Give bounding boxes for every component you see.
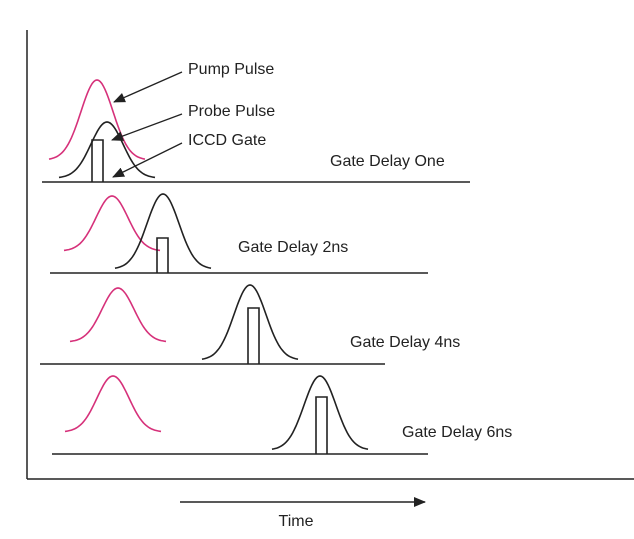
pointer-arrow: [111, 113, 183, 141]
row-label: Gate Delay One: [330, 153, 445, 170]
pump-pulse: [63, 195, 161, 252]
pump-pulse: [48, 79, 146, 160]
probe-pulse: [201, 284, 299, 360]
pump-pulse: [64, 375, 162, 433]
row-label: Gate Delay 4ns: [350, 334, 460, 351]
gate-label: ICCD Gate: [188, 132, 266, 149]
probe-label: Probe Pulse: [188, 103, 275, 120]
shapes: [40, 79, 470, 455]
gate-pulse: [315, 396, 328, 454]
probe-pulse: [114, 193, 212, 269]
pump-label: Pump Pulse: [188, 61, 274, 78]
gate-pulse: [156, 237, 169, 273]
pointer-arrow: [112, 142, 183, 178]
gate-pulse: [91, 139, 104, 182]
axis-label: Time: [279, 513, 314, 530]
row-label: Gate Delay 2ns: [238, 239, 348, 256]
pump-pulse: [69, 287, 167, 343]
row-label: Gate Delay 6ns: [402, 424, 512, 441]
pointer-arrow: [113, 71, 183, 103]
gate-pulse: [247, 307, 260, 364]
probe-pulse: [58, 121, 156, 179]
probe-pulse: [271, 375, 369, 450]
